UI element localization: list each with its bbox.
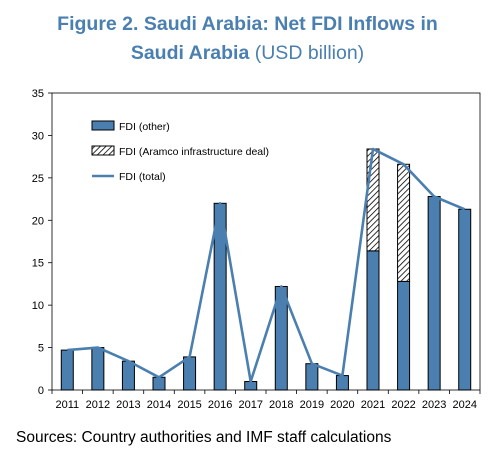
chart-title-line1: Figure 2. Saudi Arabia: Net FDI Inflows … bbox=[57, 13, 438, 35]
bar-fdi-other bbox=[152, 376, 166, 391]
legend: FDI (other) FDI (Aramco infrastructure de… bbox=[91, 120, 269, 183]
legend-label-other: FDI (other) bbox=[119, 121, 170, 133]
bar-series bbox=[60, 148, 472, 391]
x-tick-label: 2018 bbox=[269, 399, 293, 411]
x-tick-label: 2012 bbox=[86, 399, 110, 411]
y-tick-label: 15 bbox=[32, 258, 44, 270]
y-axis: 0 5 10 15 20 25 30 35 bbox=[32, 88, 52, 397]
bar-fdi-other bbox=[427, 196, 441, 391]
x-tick-label: 2022 bbox=[391, 399, 415, 411]
chart-title-country: Saudi Arabia bbox=[130, 42, 250, 64]
x-tick-label: 2014 bbox=[147, 399, 171, 411]
x-tick-label: 2020 bbox=[330, 399, 354, 411]
bar-fdi-aramco bbox=[397, 163, 411, 282]
bar-fdi-other bbox=[335, 375, 349, 391]
plot-border bbox=[51, 92, 481, 391]
x-tick-label: 2024 bbox=[452, 399, 476, 411]
line-fdi-total bbox=[67, 147, 466, 383]
bar-fdi-other bbox=[121, 360, 135, 391]
x-tick-label: 2013 bbox=[116, 399, 140, 411]
legend-swatch-other bbox=[91, 120, 115, 131]
x-tick-label: 2016 bbox=[208, 399, 232, 411]
plot-frame bbox=[51, 92, 481, 391]
y-tick-label: 25 bbox=[32, 173, 44, 185]
y-tick-label: 20 bbox=[32, 215, 44, 227]
bar-fdi-other bbox=[366, 250, 380, 391]
x-tick-label: 2015 bbox=[177, 399, 201, 411]
legend-label-total: FDI (total) bbox=[119, 171, 166, 183]
legend-label-aramco: FDI (Aramco infrastructure deal) bbox=[119, 146, 269, 158]
bar-fdi-other bbox=[458, 208, 472, 391]
bar-fdi-other bbox=[305, 363, 319, 391]
legend-swatch-aramco bbox=[91, 145, 115, 156]
chart-title: Figure 2. Saudi Arabia: Net FDI Inflows … bbox=[0, 10, 495, 68]
chart-title-line2: Saudi Arabia (USD billion) bbox=[0, 39, 495, 68]
bar-fdi-aramco bbox=[366, 148, 380, 252]
y-tick-label: 5 bbox=[38, 343, 44, 355]
x-tick-label: 2019 bbox=[300, 399, 324, 411]
y-tick-label: 30 bbox=[32, 130, 44, 142]
bar-fdi-other bbox=[397, 280, 411, 391]
y-tick-label: 35 bbox=[32, 88, 44, 100]
x-tick-label: 2011 bbox=[55, 399, 79, 411]
line-series bbox=[67, 147, 466, 383]
bar-fdi-other bbox=[91, 347, 105, 391]
source-note: Sources: Country authorities and IMF sta… bbox=[16, 429, 392, 446]
x-tick-label: 2017 bbox=[238, 399, 262, 411]
bar-fdi-other bbox=[60, 349, 74, 391]
x-axis: 2011 2012 2013 2014 2015 2016 2017 2018 2019 2020… bbox=[51, 390, 481, 411]
x-tick-label: 2023 bbox=[422, 399, 446, 411]
bar-fdi-other bbox=[183, 356, 197, 391]
y-tick-label: 0 bbox=[38, 385, 44, 397]
chart-title-unit: (USD billion) bbox=[249, 42, 365, 64]
x-tick-label: 2021 bbox=[361, 399, 385, 411]
y-tick-label: 10 bbox=[32, 300, 44, 312]
